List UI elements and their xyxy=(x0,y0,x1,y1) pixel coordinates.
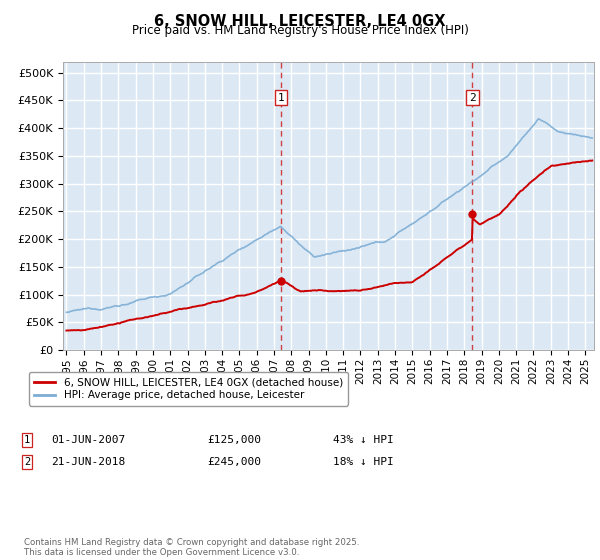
Text: 1: 1 xyxy=(278,92,284,102)
Text: 18% ↓ HPI: 18% ↓ HPI xyxy=(333,457,394,467)
Text: 1: 1 xyxy=(24,435,30,445)
Text: £125,000: £125,000 xyxy=(207,435,261,445)
Text: 43% ↓ HPI: 43% ↓ HPI xyxy=(333,435,394,445)
Text: 2: 2 xyxy=(469,92,476,102)
Text: 01-JUN-2007: 01-JUN-2007 xyxy=(51,435,125,445)
Text: 21-JUN-2018: 21-JUN-2018 xyxy=(51,457,125,467)
Text: £245,000: £245,000 xyxy=(207,457,261,467)
Text: Contains HM Land Registry data © Crown copyright and database right 2025.
This d: Contains HM Land Registry data © Crown c… xyxy=(24,538,359,557)
Text: Price paid vs. HM Land Registry's House Price Index (HPI): Price paid vs. HM Land Registry's House … xyxy=(131,24,469,37)
Text: 2: 2 xyxy=(24,457,30,467)
Legend: 6, SNOW HILL, LEICESTER, LE4 0GX (detached house), HPI: Average price, detached : 6, SNOW HILL, LEICESTER, LE4 0GX (detach… xyxy=(29,372,348,405)
Text: 6, SNOW HILL, LEICESTER, LE4 0GX: 6, SNOW HILL, LEICESTER, LE4 0GX xyxy=(154,14,446,29)
